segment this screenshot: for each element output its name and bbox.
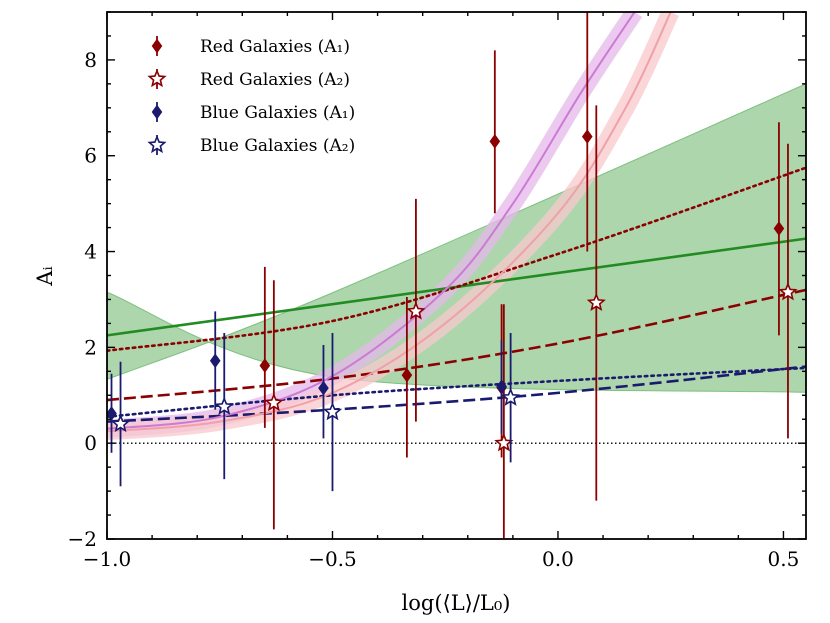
red_A2-point (586, 292, 606, 311)
red_A1-point (259, 358, 271, 373)
blue_A2-point (501, 387, 521, 406)
legend-label: Blue Galaxies (A₂) (200, 136, 355, 156)
red_A1-point (489, 133, 501, 149)
legend-marker (151, 38, 163, 54)
pink_fit-line (107, 12, 672, 433)
x-tick-label: 0.5 (768, 547, 800, 571)
blue_A1_fit-line (107, 366, 806, 419)
y-tick-label: 2 (84, 335, 97, 359)
red_A2-point (406, 301, 426, 320)
red_A1-point (581, 129, 593, 144)
y-tick-label: 8 (84, 48, 97, 72)
x-axis-label: log(⟨L⟩/L₀) (402, 591, 511, 615)
legend-marker (147, 68, 167, 88)
data-points (107, 12, 798, 539)
y-tick-label: −2 (68, 527, 97, 551)
blue_A2-point (214, 396, 234, 415)
y-tick-label: 6 (84, 144, 97, 168)
legend: Red Galaxies (A₁) Red Galaxies (A₂) Blue G… (147, 36, 355, 156)
blue_A2-point (110, 413, 131, 433)
red_A2-point (494, 433, 514, 452)
x-tick-label: −1.0 (83, 547, 132, 571)
axes: −1.0 −0.5 0.0 0.5 −2 0 2 4 6 8 (68, 11, 807, 571)
blue_A1-point (107, 406, 117, 421)
x-tick-label: −0.5 (308, 547, 357, 571)
legend-marker (147, 134, 167, 154)
legend-label: Red Galaxies (A₁) (200, 37, 350, 57)
blue_A1-point (318, 380, 329, 396)
legend-label: Blue Galaxies (A₁) (200, 103, 355, 123)
legend-label: Red Galaxies (A₂) (200, 70, 350, 90)
blue_A2-point (322, 401, 343, 421)
y-axis-label: Aᵢ (33, 266, 57, 286)
red_A2-point (264, 392, 284, 412)
x-tick-label: 0.0 (542, 547, 574, 571)
y-tick-label: 4 (84, 240, 97, 264)
y-tick-label: 0 (84, 431, 97, 455)
red_A2-point (778, 282, 798, 301)
violet_fit-line (107, 12, 636, 430)
red_A1_fit-line (107, 166, 806, 353)
blue_A1-point (496, 379, 507, 395)
red_A1-point (401, 367, 413, 383)
red_A1-point (773, 221, 785, 236)
red_A2_fit-line (107, 288, 806, 402)
legend-marker (151, 104, 163, 120)
blue_A1-point (209, 353, 221, 369)
